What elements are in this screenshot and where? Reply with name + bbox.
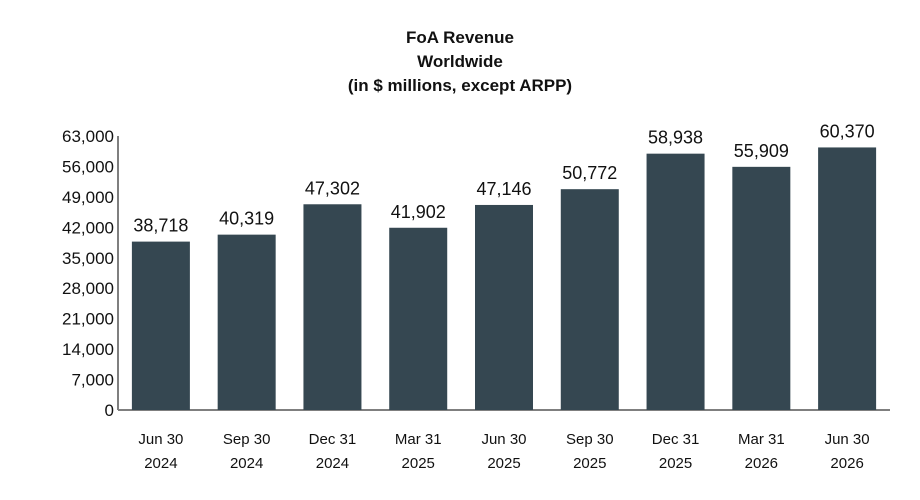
x-tick-label: 2025 (573, 455, 606, 472)
y-tick-label: 56,000 (62, 157, 114, 176)
y-tick-label: 14,000 (62, 340, 114, 359)
x-tick-label: 2025 (487, 455, 520, 472)
chart-title-line-3: (in $ millions, except ARPP) (347, 76, 573, 95)
x-tick-label: 2024 (144, 455, 177, 472)
bar (732, 166, 791, 410)
x-tick-label: 2025 (659, 455, 692, 472)
x-tick-label: 2024 (316, 455, 349, 472)
bar (560, 189, 619, 410)
bar (131, 241, 190, 410)
data-label: 58,938 (648, 128, 703, 148)
data-label: 60,370 (820, 121, 875, 141)
x-tick-label: Sep 30 (223, 431, 271, 448)
x-tick-label: Jun 30 (138, 431, 183, 448)
data-label: 55,909 (734, 141, 789, 161)
x-tick-label: Dec 31 (309, 431, 357, 448)
x-tick-label: 2026 (830, 455, 863, 472)
x-tick-label: Mar 31 (395, 431, 442, 448)
y-tick-label: 49,000 (62, 188, 114, 207)
y-tick-label: 7,000 (71, 371, 114, 390)
x-tick-label: 2026 (745, 455, 778, 472)
bar (389, 227, 448, 410)
y-tick-label: 35,000 (62, 249, 114, 268)
x-tick-label: Mar 31 (738, 431, 785, 448)
y-tick-label: 21,000 (62, 310, 114, 329)
chart-title-line-1: FoA Revenue (405, 28, 514, 47)
x-tick-label: Jun 30 (825, 431, 870, 448)
y-tick-label: 28,000 (62, 279, 114, 298)
bar (303, 204, 362, 410)
bar (646, 153, 705, 410)
data-label: 41,902 (391, 202, 446, 222)
x-tick-label: Sep 30 (566, 431, 614, 448)
y-tick-label: 0 (105, 401, 114, 420)
data-label: 47,146 (476, 179, 531, 199)
bar (475, 204, 533, 410)
data-label: 50,772 (562, 163, 617, 183)
x-tick-label: Dec 31 (652, 431, 700, 448)
y-tick-label: 63,000 (62, 127, 114, 146)
data-label: 47,302 (305, 178, 360, 198)
chart-title-line-2: Worldwide (417, 52, 503, 71)
x-tick-label: 2025 (402, 455, 435, 472)
x-tick-label: 2024 (230, 455, 263, 472)
x-tick-label: Jun 30 (481, 431, 526, 448)
bar (818, 147, 877, 410)
y-tick-label: 42,000 (62, 218, 114, 237)
data-label: 38,718 (133, 216, 188, 236)
data-label: 40,319 (219, 209, 274, 229)
bar (217, 234, 276, 410)
